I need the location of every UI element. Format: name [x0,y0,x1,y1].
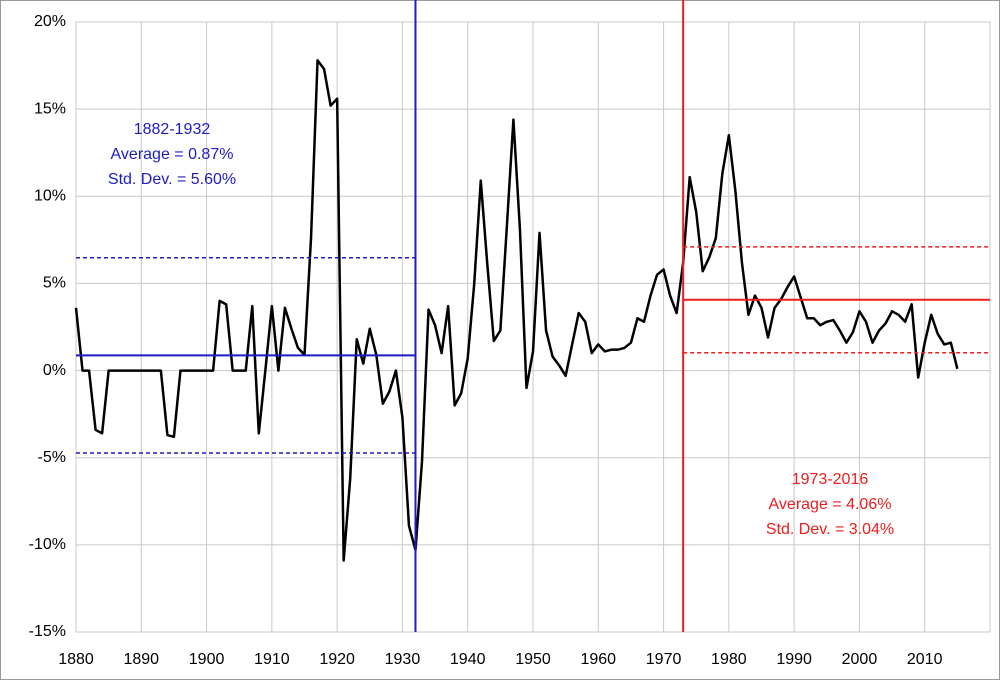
x-tick-label: 2000 [842,651,878,668]
data-line [74,59,959,562]
y-tick-label: -5% [38,449,66,466]
period-annotation: Average = 0.87% [111,146,234,163]
x-tick-label: 1960 [580,651,616,668]
period-annotation: 1973-2016 [792,471,869,488]
x-tick-label: 1930 [385,651,421,668]
x-tick-label: 2010 [907,651,943,668]
x-tick-label: 1880 [58,651,94,668]
y-tick-label: -15% [29,623,66,640]
x-tick-label: 1940 [450,651,486,668]
x-tick-label: 1890 [123,651,159,668]
x-tick-label: 1970 [646,651,682,668]
plot-border [75,21,991,633]
period-annotation: Average = 4.06% [769,496,892,513]
y-tick-label: 10% [34,188,66,205]
x-tick-label: 1900 [189,651,225,668]
y-tick-label: 0% [43,362,66,379]
period-annotation: Std. Dev. = 5.60% [108,171,236,188]
y-tick-label: 20% [34,13,66,30]
y-tick-label: -10% [29,536,66,553]
y-tick-label: 5% [43,275,66,292]
x-tick-label: 1950 [515,651,551,668]
period-annotation: Std. Dev. = 3.04% [766,521,894,538]
x-tick-label: 1920 [319,651,355,668]
period-annotation: 1882-1932 [134,121,211,138]
x-tick-label: 1980 [711,651,747,668]
y-tick-label: 15% [34,100,66,117]
x-tick-label: 1910 [254,651,290,668]
x-tick-label: 1990 [776,651,812,668]
